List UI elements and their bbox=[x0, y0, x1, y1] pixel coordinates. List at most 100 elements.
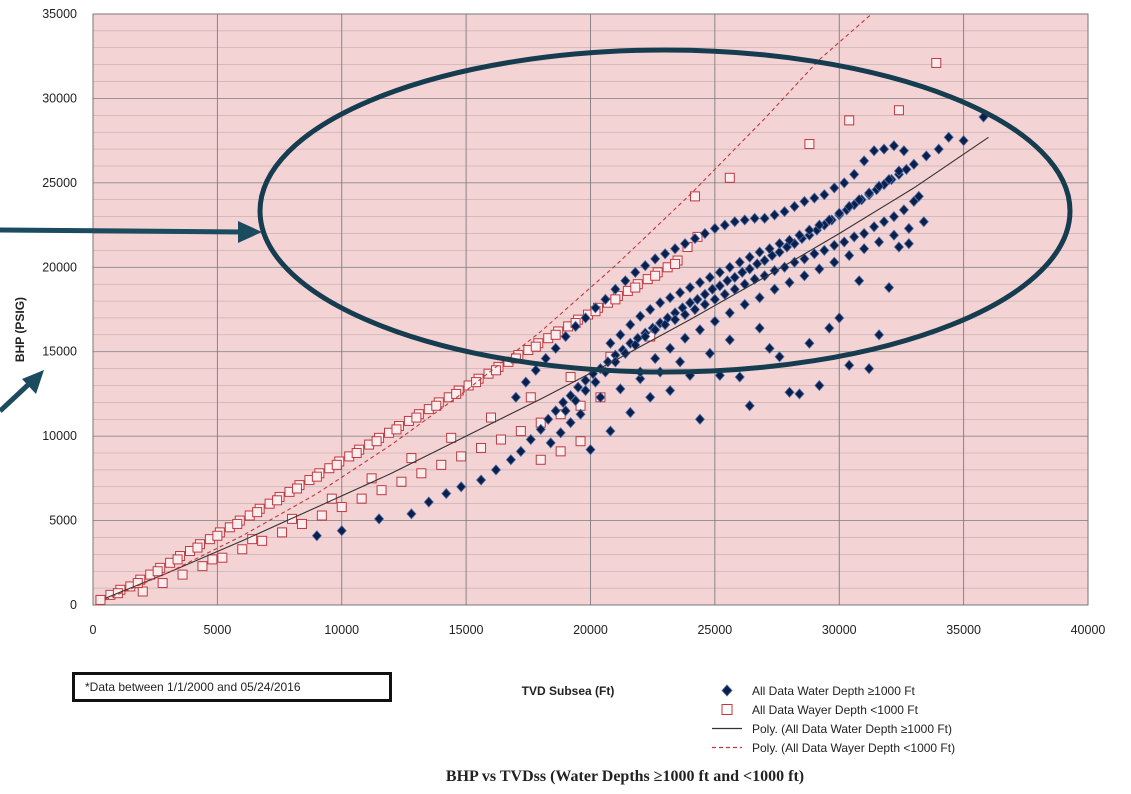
data-point-diamond bbox=[878, 143, 890, 155]
data-point-diamond bbox=[699, 298, 710, 311]
data-point-diamond bbox=[515, 445, 526, 457]
data-point-diamond bbox=[635, 310, 646, 322]
data-point-diamond bbox=[908, 195, 919, 208]
data-point-diamond bbox=[769, 265, 780, 277]
data-point-diamond bbox=[665, 342, 676, 354]
data-point-diamond bbox=[423, 496, 434, 508]
data-point-diamond bbox=[645, 391, 656, 403]
data-point-square bbox=[257, 535, 268, 546]
data-point-diamond bbox=[575, 408, 586, 420]
data-point-diamond bbox=[883, 281, 895, 294]
data-point-diamond bbox=[921, 150, 932, 162]
data-point-diamond bbox=[869, 145, 880, 157]
data-point-diamond bbox=[630, 266, 641, 278]
data-point-diamond bbox=[476, 474, 487, 486]
data-point-diamond bbox=[854, 275, 865, 287]
data-point-diamond bbox=[859, 243, 870, 255]
data-point-diamond bbox=[724, 307, 735, 319]
data-point-diamond bbox=[560, 405, 571, 417]
data-point-square bbox=[530, 341, 541, 352]
data-point-diamond bbox=[689, 232, 701, 245]
data-point-square bbox=[95, 594, 106, 605]
data-point-diamond bbox=[769, 209, 780, 221]
data-point-square bbox=[525, 392, 536, 403]
data-point-diamond bbox=[694, 324, 705, 336]
legend-label: All Data Water Depth ≥1000 Ft bbox=[752, 683, 915, 698]
data-point-diamond bbox=[759, 270, 770, 282]
x-tick-label: 40000 bbox=[1071, 623, 1106, 637]
data-point-diamond bbox=[784, 386, 795, 398]
data-point-square bbox=[172, 554, 183, 565]
data-point-diamond bbox=[784, 276, 795, 289]
data-point-square bbox=[137, 586, 148, 597]
data-point-diamond bbox=[898, 145, 909, 157]
data-point-diamond bbox=[550, 342, 561, 354]
data-point-diamond bbox=[784, 234, 795, 246]
square-marker-icon bbox=[721, 704, 733, 715]
data-point-diamond bbox=[640, 259, 651, 272]
data-point-diamond bbox=[829, 182, 840, 194]
data-point-diamond bbox=[789, 256, 800, 268]
data-point-diamond bbox=[650, 324, 661, 336]
data-point-square bbox=[456, 451, 467, 462]
data-point-diamond bbox=[714, 266, 725, 278]
data-point-diamond bbox=[933, 143, 944, 155]
data-point-diamond bbox=[724, 261, 735, 273]
x-tick-label: 10000 bbox=[324, 623, 359, 637]
data-point-diamond bbox=[903, 222, 914, 235]
data-point-diamond bbox=[709, 315, 720, 327]
x-tick-label: 30000 bbox=[822, 623, 857, 637]
x-axis-title: TVD Subsea (Ft) bbox=[522, 684, 615, 698]
data-point-square bbox=[893, 105, 904, 116]
data-point-diamond bbox=[505, 454, 516, 466]
data-point-square bbox=[471, 377, 482, 388]
data-point-square bbox=[396, 476, 407, 487]
figure-caption: BHP vs TVDss (Water Depths ≥1000 ft and … bbox=[445, 768, 805, 785]
data-point-diamond bbox=[374, 513, 385, 525]
data-point-diamond bbox=[844, 359, 855, 371]
data-point-diamond bbox=[550, 405, 561, 417]
data-point-diamond bbox=[699, 227, 710, 240]
arrow-shaft bbox=[0, 227, 243, 235]
annotations bbox=[0, 47, 1073, 413]
data-point-diamond bbox=[888, 211, 900, 223]
data-point-diamond bbox=[729, 271, 740, 284]
data-point-diamond bbox=[744, 400, 755, 412]
data-point-diamond bbox=[749, 273, 760, 285]
data-point-diamond bbox=[692, 293, 703, 305]
data-point-diamond bbox=[694, 413, 705, 425]
data-point-diamond bbox=[754, 292, 765, 304]
data-point-diamond bbox=[819, 189, 830, 201]
y-tick-label: 5000 bbox=[49, 514, 77, 528]
data-point-square bbox=[331, 459, 342, 470]
data-point-diamond bbox=[620, 347, 631, 360]
data-point-diamond bbox=[650, 253, 661, 265]
data-point-diamond bbox=[714, 280, 725, 292]
data-point-square bbox=[495, 434, 506, 445]
data-point-diamond bbox=[794, 388, 805, 400]
data-point-diamond bbox=[739, 214, 750, 226]
data-point-square bbox=[931, 57, 942, 68]
data-point-diamond bbox=[684, 281, 696, 294]
data-point-square bbox=[366, 473, 377, 484]
data-point-diamond bbox=[565, 417, 576, 429]
data-point-diamond bbox=[456, 481, 467, 493]
data-point-diamond bbox=[311, 530, 322, 542]
data-point-diamond bbox=[709, 222, 720, 235]
data-point-square bbox=[197, 561, 208, 572]
data-point-diamond bbox=[859, 155, 870, 167]
data-point-square bbox=[446, 432, 457, 443]
data-point-square bbox=[212, 530, 223, 541]
data-point-diamond bbox=[737, 266, 748, 278]
data-point-square bbox=[689, 191, 700, 202]
data-point-diamond bbox=[774, 351, 785, 363]
data-point-diamond bbox=[590, 302, 601, 314]
data-point-square bbox=[535, 454, 546, 465]
arrow-shaft bbox=[0, 381, 32, 413]
data-point-diamond bbox=[958, 135, 969, 147]
data-point-diamond bbox=[844, 200, 855, 213]
data-point-diamond bbox=[660, 248, 671, 260]
data-point-square bbox=[416, 468, 427, 479]
data-point-diamond bbox=[625, 406, 636, 419]
data-point-diamond bbox=[749, 212, 760, 224]
